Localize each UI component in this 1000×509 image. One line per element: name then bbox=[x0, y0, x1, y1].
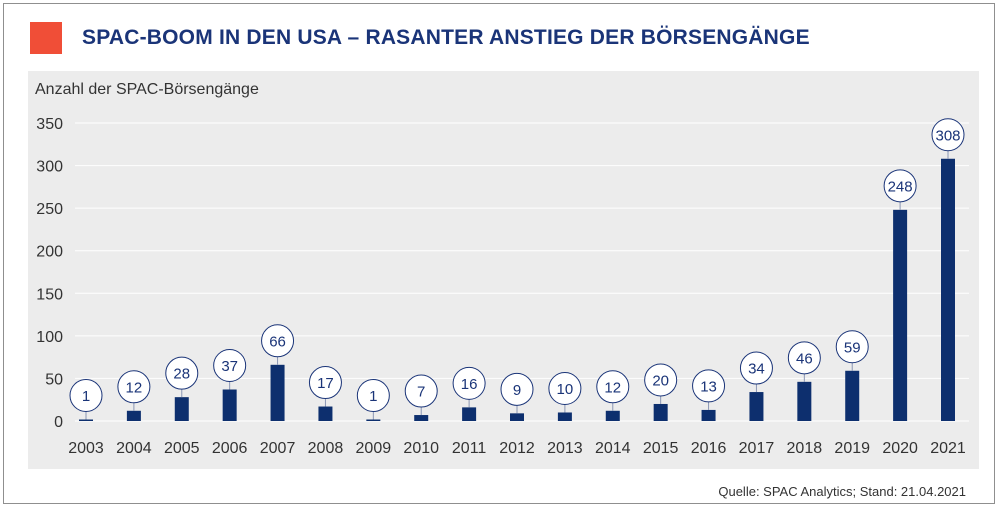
bar bbox=[941, 158, 955, 421]
data-label-bubble bbox=[644, 363, 678, 397]
data-label: 13 bbox=[700, 378, 717, 395]
accent-square bbox=[30, 22, 62, 54]
data-label-bubble bbox=[835, 330, 869, 364]
bar bbox=[605, 410, 620, 421]
bar bbox=[79, 419, 93, 421]
bar bbox=[222, 389, 237, 421]
x-tick-label: 2013 bbox=[547, 440, 583, 457]
data-label: 28 bbox=[173, 366, 190, 383]
data-label: 66 bbox=[269, 333, 286, 350]
data-label-bubble bbox=[739, 351, 773, 385]
bar bbox=[893, 209, 908, 421]
data-label-bubble bbox=[69, 379, 103, 412]
data-label-bubble bbox=[404, 374, 438, 408]
data-label-bubble bbox=[165, 356, 199, 390]
bar bbox=[749, 392, 764, 421]
chart-title: SPAC-BOOM IN DEN USA – RASANTER ANSTIEG … bbox=[82, 26, 810, 49]
data-label: 9 bbox=[513, 382, 521, 399]
x-tick-label: 2020 bbox=[882, 440, 918, 457]
bar bbox=[701, 409, 716, 421]
data-label: 1 bbox=[369, 388, 377, 405]
y-tick-label: 50 bbox=[45, 371, 63, 388]
bar bbox=[174, 397, 189, 421]
data-label: 248 bbox=[888, 178, 913, 195]
x-tick-label: 2003 bbox=[68, 440, 104, 457]
data-label-bubble bbox=[117, 370, 151, 404]
y-tick-label: 100 bbox=[36, 329, 63, 346]
data-label-bubble bbox=[548, 371, 582, 405]
data-label: 46 bbox=[796, 350, 813, 367]
y-tick-label: 350 bbox=[36, 116, 63, 133]
data-label: 20 bbox=[652, 372, 669, 389]
x-tick-label: 2014 bbox=[595, 440, 631, 457]
x-tick-label: 2017 bbox=[739, 440, 775, 457]
x-tick-label: 2008 bbox=[308, 440, 344, 457]
data-label: 12 bbox=[126, 379, 143, 396]
data-label: 17 bbox=[317, 375, 334, 392]
source-note: Quelle: SPAC Analytics; Stand: 21.04.202… bbox=[718, 484, 966, 499]
data-label: 59 bbox=[844, 339, 861, 356]
bar bbox=[557, 412, 572, 421]
x-tick-label: 2019 bbox=[834, 440, 870, 457]
y-tick-label: 250 bbox=[36, 201, 63, 218]
data-label: 308 bbox=[935, 127, 960, 144]
x-tick-label: 2015 bbox=[643, 440, 679, 457]
bar bbox=[510, 413, 524, 421]
y-tick-label: 300 bbox=[36, 159, 63, 176]
data-label-bubble bbox=[261, 324, 295, 358]
data-label-bubble bbox=[596, 370, 630, 404]
y-tick-label: 0 bbox=[54, 414, 63, 431]
y-tick-label: 150 bbox=[36, 286, 63, 303]
data-label: 34 bbox=[748, 361, 765, 378]
x-tick-label: 2018 bbox=[787, 440, 823, 457]
data-label-bubble bbox=[356, 379, 390, 412]
data-label-bubble bbox=[787, 341, 821, 375]
x-tick-label: 2007 bbox=[260, 440, 296, 457]
bar bbox=[414, 415, 429, 421]
data-label: 16 bbox=[461, 376, 478, 393]
data-label: 7 bbox=[417, 384, 425, 401]
bar bbox=[126, 410, 141, 421]
x-tick-label: 2016 bbox=[691, 440, 727, 457]
y-axis-label: Anzahl der SPAC-Börsengänge bbox=[35, 81, 259, 98]
x-tick-label: 2005 bbox=[164, 440, 200, 457]
data-label-bubble bbox=[213, 348, 247, 382]
x-tick-label: 2010 bbox=[403, 440, 439, 457]
y-tick-label: 200 bbox=[36, 244, 63, 261]
x-tick-label: 2011 bbox=[452, 440, 487, 457]
x-tick-label: 2006 bbox=[212, 440, 248, 457]
bar bbox=[462, 407, 477, 421]
bar-chart: Anzahl der SPAC-Börsengänge 0 50 100 150 200 2… bbox=[35, 81, 969, 457]
x-tick-label: 2012 bbox=[499, 440, 535, 457]
data-label: 12 bbox=[604, 379, 621, 396]
data-label-bubble bbox=[452, 366, 486, 400]
bar bbox=[366, 419, 381, 421]
bar bbox=[270, 364, 285, 421]
data-label-bubble bbox=[308, 366, 342, 400]
x-tick-label: 2004 bbox=[116, 440, 152, 457]
bar bbox=[797, 381, 812, 421]
chart-frame: SPAC-BOOM IN DEN USA – RASANTER ANSTIEG … bbox=[3, 3, 995, 504]
data-label-bubble bbox=[883, 169, 917, 203]
data-label: 10 bbox=[557, 381, 574, 398]
data-label: 1 bbox=[82, 388, 90, 405]
bar bbox=[845, 370, 860, 421]
x-tick-label: 2021 bbox=[930, 440, 966, 457]
x-tick-label: 2009 bbox=[356, 440, 392, 457]
bar bbox=[653, 403, 668, 421]
bar bbox=[318, 406, 333, 421]
data-label-bubble bbox=[931, 118, 965, 152]
data-label-bubble bbox=[500, 372, 534, 406]
data-label-bubble bbox=[692, 369, 726, 403]
data-label: 37 bbox=[221, 358, 238, 375]
